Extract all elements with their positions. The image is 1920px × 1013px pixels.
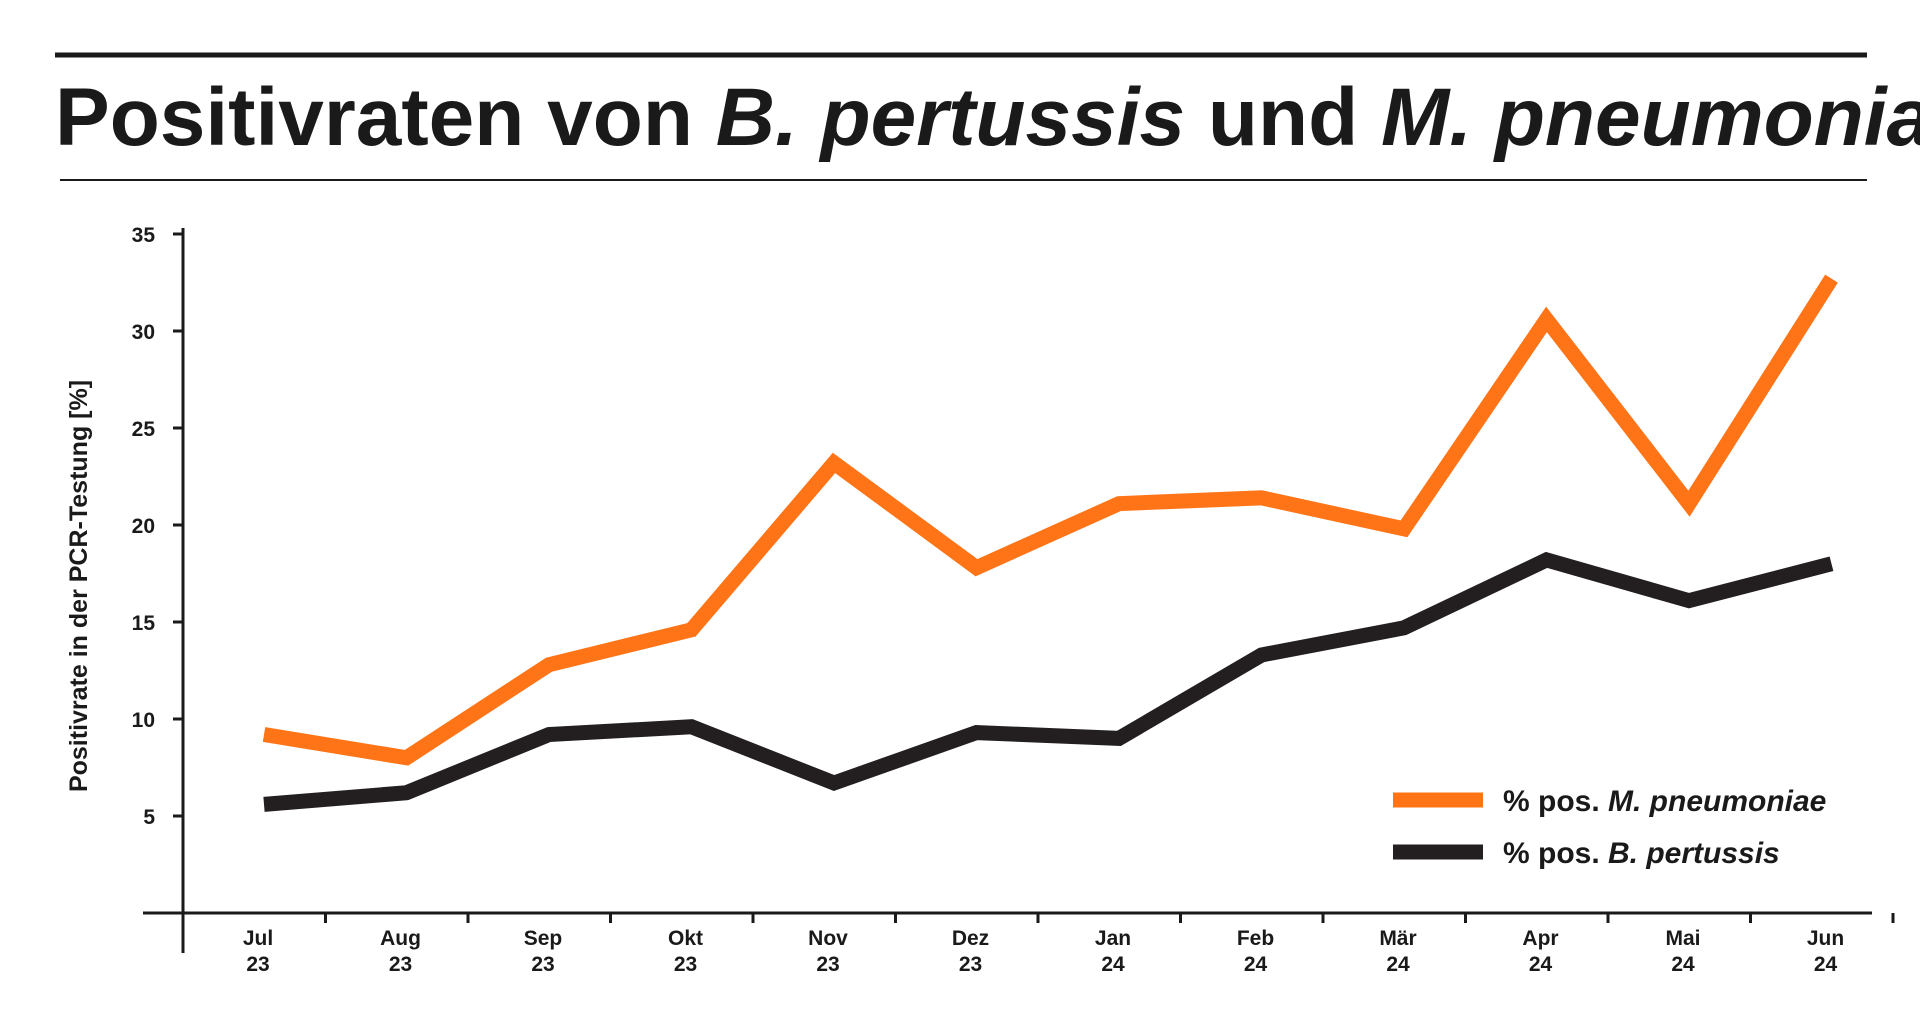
y-tick-label: 15: [132, 612, 156, 635]
y-tick-label: 10: [132, 709, 155, 732]
x-tick-label-year: 24: [1529, 953, 1553, 976]
x-tick-label-month: Apr: [1522, 927, 1558, 950]
x-tick-label-year: 24: [1244, 953, 1268, 976]
x-tick-label-year: 24: [1814, 953, 1838, 976]
title-part-1: Positivraten von: [55, 72, 716, 163]
x-tick-label-month: Mai: [1665, 927, 1700, 950]
x-tick-label-month: Jan: [1095, 927, 1131, 950]
x-tick-label-year: 23: [816, 953, 839, 976]
series-line-m-pneumoniae: [264, 279, 1832, 758]
legend-label-prefix: % pos.: [1503, 837, 1608, 870]
y-tick-label: 5: [143, 806, 155, 829]
x-tick-label-month: Aug: [380, 927, 421, 950]
title-part-4: M. pneumoniae: [1381, 72, 1920, 163]
x-tick-label-month: Mär: [1379, 927, 1416, 950]
series-lines: [264, 279, 1832, 805]
y-axis-label: Positivrate in der PCR-Testung [%]: [65, 380, 93, 792]
x-tick-label-month: Dez: [952, 927, 989, 950]
chart-title: Positivraten von B. pertussis und M. pne…: [55, 72, 1920, 163]
x-tick-label-year: 24: [1386, 953, 1410, 976]
title-part-2: B. pertussis: [716, 72, 1185, 163]
legend-label-species: M. pneumoniae: [1608, 785, 1826, 818]
legend-label-prefix: % pos.: [1503, 785, 1608, 818]
series-line-b-pertussis: [264, 560, 1832, 804]
x-tick-label-year: 24: [1101, 953, 1125, 976]
y-tick-label: 25: [132, 418, 156, 441]
legend-label: % pos. B. pertussis: [1503, 837, 1780, 870]
title-part-3: und: [1185, 72, 1381, 163]
x-tick-label-year: 24: [1671, 953, 1695, 976]
x-tick-label-year: 23: [389, 953, 412, 976]
legend-label: % pos. M. pneumoniae: [1503, 785, 1826, 818]
x-ticks: Jul 23 Aug 23 Sep 23 Okt 23 Nov 23 Dez 23 Jan 24 Feb 24…: [243, 913, 1893, 976]
y-tick-label: 30: [132, 321, 155, 344]
legend-label-species: B. pertussis: [1608, 837, 1780, 870]
y-tick-label: 20: [132, 515, 155, 538]
x-tick-label-month: Nov: [808, 927, 848, 950]
x-tick-label-year: 23: [959, 953, 982, 976]
legend: % pos. M. pneumoniae% pos. B. pertussis: [1393, 785, 1826, 870]
x-tick-label-year: 23: [531, 953, 554, 976]
y-tick-label: 35: [132, 224, 156, 247]
x-tick-label-month: Jul: [243, 927, 273, 950]
x-tick-label-year: 23: [674, 953, 697, 976]
x-tick-label-month: Feb: [1237, 927, 1274, 950]
x-tick-label-month: Jun: [1807, 927, 1844, 950]
x-tick-label-month: Sep: [524, 927, 563, 950]
x-tick-label-month: Okt: [668, 927, 703, 950]
x-tick-label-year: 23: [246, 953, 269, 976]
y-ticks: 5 10 15 20 25 30 35: [132, 224, 183, 829]
